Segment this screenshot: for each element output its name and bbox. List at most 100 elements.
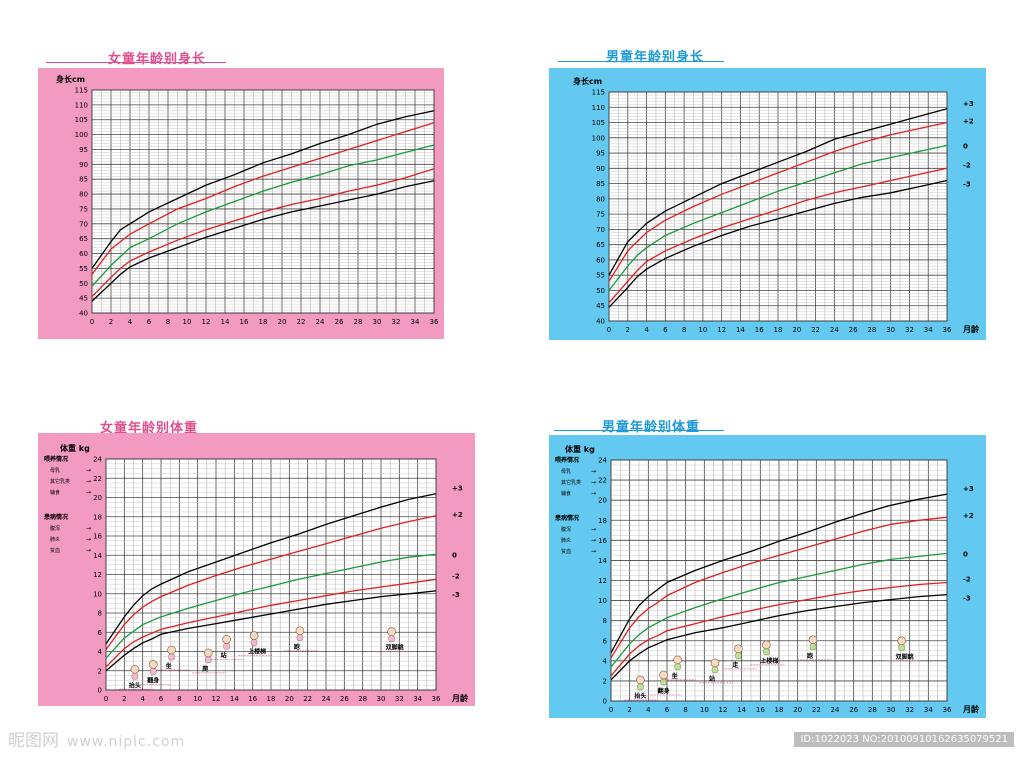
x-tick-label: 30: [373, 318, 382, 326]
y-tick-label: 105: [592, 119, 605, 127]
y-tick-label: 100: [592, 134, 605, 142]
y-tick-label: 50: [596, 287, 605, 295]
y-tick-label: 4: [98, 648, 103, 656]
grid: [91, 89, 435, 314]
series-line: [610, 593, 948, 681]
chart-title: 女童年龄别体重: [100, 421, 199, 436]
baby-figure-body: [250, 639, 258, 646]
watermark-logo: 昵图网 www.nipic.com: [8, 726, 185, 751]
legend-label: -3: [963, 181, 971, 189]
y-tick-label: 0: [98, 687, 102, 695]
y-tick-label: 8: [98, 610, 102, 618]
x-tick-label: 22: [303, 695, 312, 703]
milestone-marker: 跑: [797, 635, 831, 661]
x-tick-label: 32: [395, 695, 404, 703]
side-arrow: →: [591, 526, 596, 533]
x-tick-label: 8: [682, 326, 686, 334]
y-axis-label: 身长cm: [56, 74, 85, 84]
y-tick-label: 10: [93, 590, 102, 598]
x-tick-label: 28: [358, 695, 367, 703]
chart-panel-boy-length: 0 2 4 6 8 10 12 14 16 18 20 22 24 26 28 30 32 34 36 40 45 50 5…: [549, 68, 986, 340]
x-tick-label: 36: [943, 326, 952, 334]
y-tick-label: 105: [75, 116, 88, 124]
series-line: [610, 581, 948, 677]
x-tick-label: 10: [183, 318, 192, 326]
side-arrow: →: [591, 537, 596, 544]
side-arrow: →: [86, 467, 91, 474]
chart-svg: 0 2 4 6 8 10 12 14 16 18 20 22 24 26 28 30 32 34 360246810…: [44, 443, 469, 703]
x-tick-label: 4: [128, 318, 133, 326]
milestone-marker: 抬头: [624, 675, 659, 701]
x-tick-label: 22: [812, 706, 821, 714]
y-tick-label: 65: [596, 241, 605, 249]
baby-figure-icon: [734, 644, 743, 654]
series-line: [105, 515, 437, 650]
side-item-label: 辅食: [561, 490, 571, 497]
baby-figure-icon: [710, 658, 720, 668]
baby-figure-body: [763, 648, 770, 656]
legend-label: +2: [452, 511, 463, 519]
legend-label: +3: [452, 485, 463, 493]
x-tick-label: 30: [887, 706, 896, 714]
side-arrow: →: [591, 490, 596, 497]
baby-figure-icon: [249, 631, 259, 640]
x-tick-label: 4: [646, 706, 651, 714]
milestone-marker: 上楼梯: [238, 631, 273, 656]
y-tick-label: 90: [79, 161, 88, 169]
baby-figure-icon: [387, 627, 396, 637]
x-tick-label: 14: [737, 706, 746, 714]
chart-title: 男童年龄别体重: [602, 420, 701, 435]
y-tick-label: 80: [596, 195, 605, 203]
y-tick-label: 50: [79, 280, 88, 288]
y-tick-label: 55: [79, 265, 88, 273]
baby-figure-body: [674, 663, 681, 671]
series-line: [105, 493, 437, 645]
x-tick-label: 18: [775, 706, 784, 714]
y-tick-label: 95: [596, 150, 605, 158]
x-tick-label: 34: [411, 318, 420, 326]
side-arrow: →: [591, 479, 596, 486]
x-tick-label: 16: [756, 706, 765, 714]
baby-figure-body: [168, 653, 175, 661]
x-tick-label: 6: [665, 706, 670, 714]
y-tick-label: 24: [598, 457, 607, 465]
series-line: [608, 108, 948, 276]
y-tick-label: 80: [79, 191, 88, 199]
baby-figure-body: [205, 656, 212, 664]
chart-panel-girl-weight: 0 2 4 6 8 10 12 14 16 18 20 22 24 26 28 30 32 34 36 0 2 4 6 8 10…: [38, 433, 475, 706]
legend-label: 0: [452, 551, 457, 559]
legend-label: +2: [963, 118, 974, 126]
x-tick-label: 28: [354, 318, 363, 326]
x-tick-label: 20: [278, 318, 287, 326]
side-item-label: 贫血: [50, 547, 60, 554]
y-tick-label: 40: [596, 318, 605, 326]
legend-label: +3: [963, 485, 974, 493]
milestone-marker: 双脚跳: [375, 627, 410, 653]
y-tick-label: 110: [592, 104, 605, 112]
series-line: [105, 553, 437, 659]
y-tick-label: 75: [79, 205, 88, 213]
x-tick-label: 18: [774, 326, 783, 334]
milestone-label: 抬头: [129, 681, 141, 689]
milestone-marker: 上楼梯: [750, 640, 785, 666]
title-underline: [46, 62, 226, 63]
baby-figure-body: [131, 673, 139, 680]
x-tick-label: 34: [413, 695, 422, 703]
baby-figure-icon: [673, 655, 682, 665]
y-tick-label: 6: [603, 637, 608, 645]
baby-figure-body: [809, 643, 817, 651]
watermark-site: www.nipic.com: [67, 734, 186, 750]
y-tick-label: 16: [598, 537, 607, 545]
x-tick-label: 30: [377, 695, 386, 703]
side-item-label: 其它乳类: [561, 479, 581, 486]
y-tick-label: 10: [598, 597, 607, 605]
baby-figure-icon: [897, 636, 906, 646]
x-tick-label: 24: [316, 318, 325, 326]
milestone-label: 翻身: [146, 676, 159, 684]
series-line: [608, 144, 948, 291]
series-line: [105, 578, 437, 668]
chart-svg: 0 2 4 6 8 10 12 14 16 18 20 22 24 26 28 30 32 34 360246810…: [555, 444, 980, 714]
x-tick-label: 10: [193, 695, 202, 703]
baby-figure-body: [660, 678, 667, 686]
side-arrow: →: [86, 525, 91, 532]
